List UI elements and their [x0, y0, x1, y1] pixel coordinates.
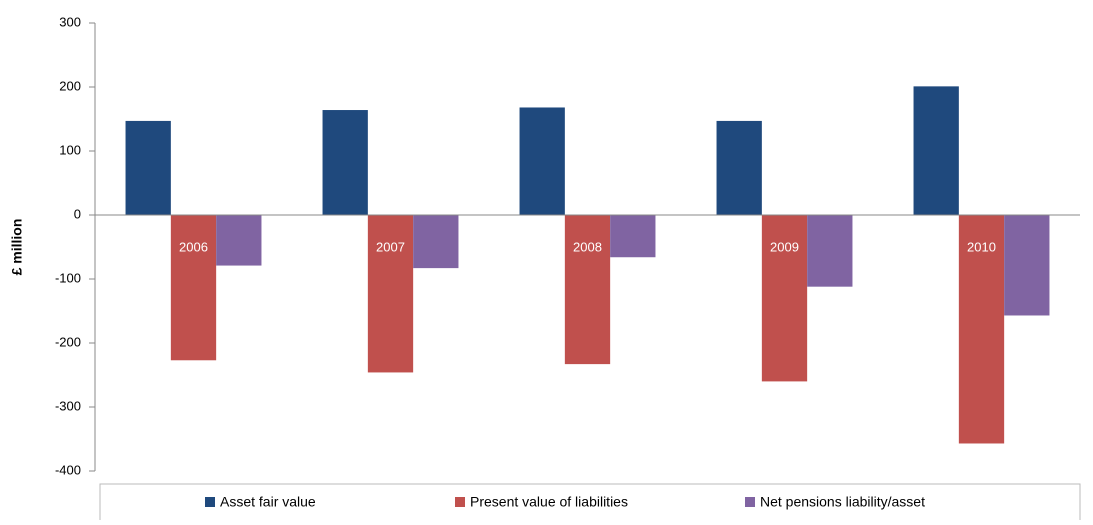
legend-label: Asset fair value — [220, 494, 316, 510]
bar — [564, 215, 611, 365]
legend-swatch — [205, 497, 215, 507]
y-tick-label: 0 — [74, 206, 81, 221]
bar — [716, 120, 762, 215]
bar — [807, 215, 853, 287]
x-tick-label: 2007 — [376, 239, 405, 254]
bar — [958, 215, 1005, 444]
legend-swatch — [745, 497, 755, 507]
bar — [610, 215, 656, 258]
y-tick-label: -300 — [55, 398, 81, 413]
bar — [913, 86, 959, 215]
bar — [170, 215, 217, 361]
y-tick-label: -200 — [55, 334, 81, 349]
legend-swatch — [455, 497, 465, 507]
bar — [367, 215, 414, 373]
y-tick-label: -100 — [55, 270, 81, 285]
x-tick-label: 2010 — [967, 239, 996, 254]
y-axis-label: £ million — [9, 219, 25, 276]
y-tick-label: 100 — [59, 142, 81, 157]
y-tick-label: -400 — [55, 462, 81, 477]
bar — [125, 120, 171, 215]
y-tick-label: 300 — [59, 14, 81, 29]
legend-label: Net pensions liability/asset — [760, 494, 925, 510]
bar — [761, 215, 808, 382]
bar — [413, 215, 459, 269]
bar — [216, 215, 262, 266]
legend-label: Present value of liabilities — [470, 494, 628, 510]
bar — [1004, 215, 1050, 316]
x-tick-label: 2006 — [179, 239, 208, 254]
x-tick-label: 2008 — [573, 239, 602, 254]
x-tick-label: 2009 — [770, 239, 799, 254]
bar — [322, 110, 368, 215]
y-tick-label: 200 — [59, 78, 81, 93]
bar — [519, 107, 565, 215]
